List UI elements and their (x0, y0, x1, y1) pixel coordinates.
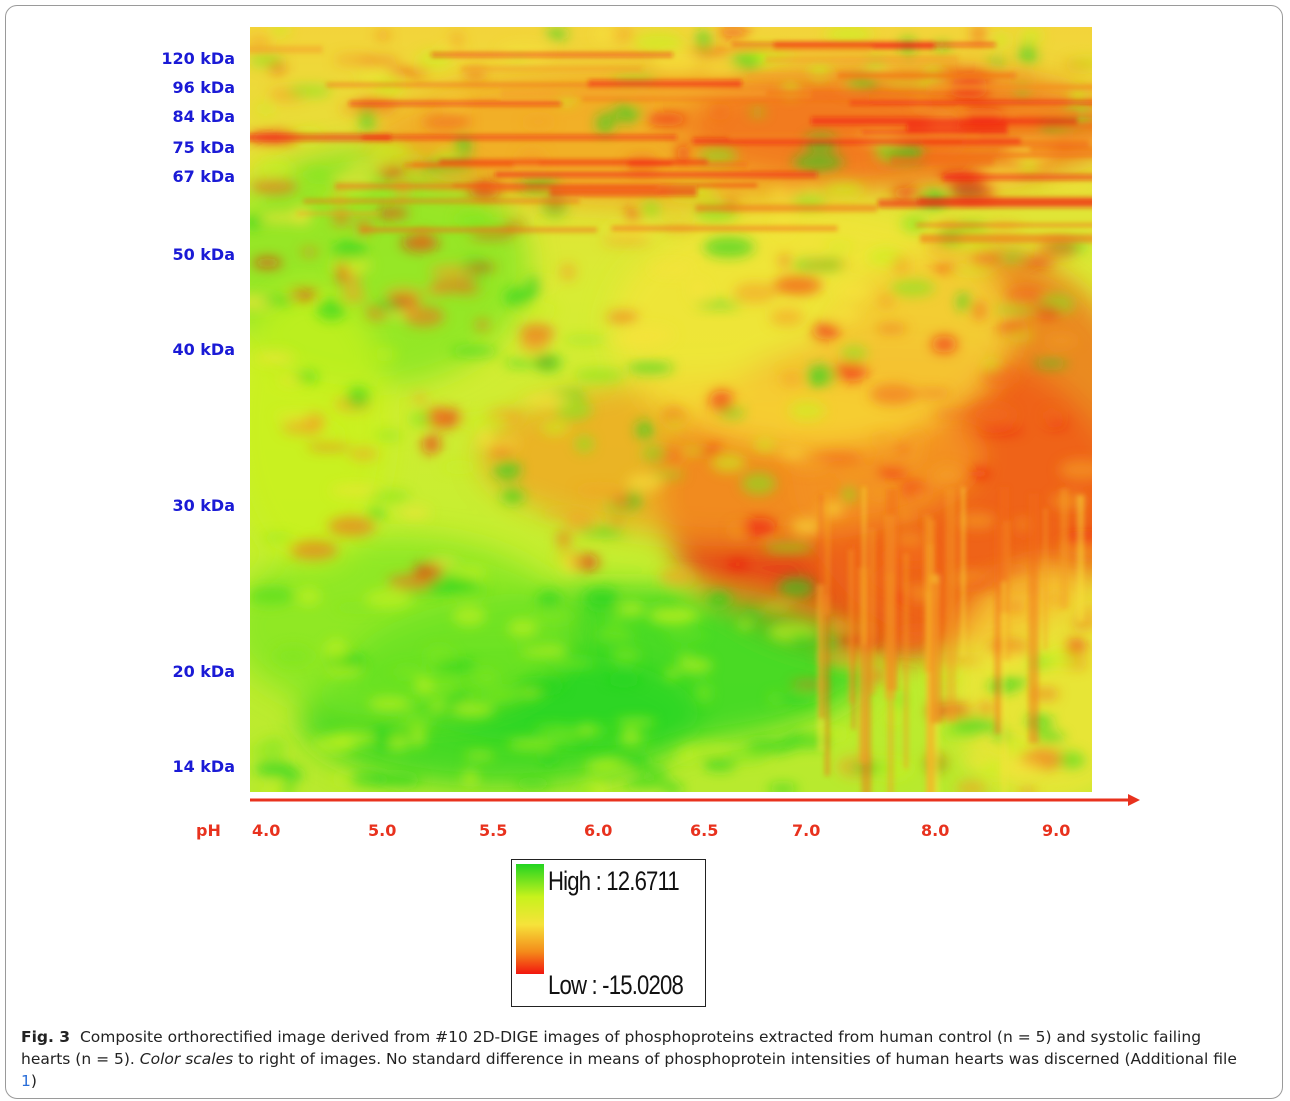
ph-tick-7.0: 7.0 (792, 821, 821, 840)
ph-axis-arrow (250, 794, 1140, 806)
figure-frame (5, 5, 1283, 1099)
caption-italic: Color scales (139, 1050, 234, 1068)
ph-tick-4.0: 4.0 (252, 821, 281, 840)
gel-heatmap-image (250, 27, 1092, 792)
caption-additional-file-link[interactable]: 1 (21, 1072, 31, 1090)
caption-text-2: to right of images. No standard differen… (233, 1050, 1237, 1068)
color-scale-gradient (516, 864, 544, 974)
mw-label-14: 14 kDa (172, 757, 235, 776)
ph-tick-6.0: 6.0 (584, 821, 613, 840)
mw-label-84: 84 kDa (172, 107, 235, 126)
mw-label-30: 30 kDa (172, 496, 235, 515)
caption-label: Fig. 3 (21, 1028, 71, 1046)
ph-tick-5.5: 5.5 (479, 821, 508, 840)
mw-label-50: 50 kDa (172, 245, 235, 264)
ph-tick-8.0: 8.0 (921, 821, 950, 840)
ph-tick-5.0: 5.0 (368, 821, 397, 840)
mw-label-67: 67 kDa (172, 167, 235, 186)
color-scale-legend: High : 12.6711 Low : -15.0208 (511, 859, 706, 1007)
legend-low-label: Low : -15.0208 (548, 970, 684, 1000)
ph-tick-6.5: 6.5 (690, 821, 719, 840)
caption-text-1: Composite orthorectified image derived f… (21, 1028, 1202, 1068)
mw-label-20: 20 kDa (172, 662, 235, 681)
caption-text-3: ) (30, 1072, 37, 1090)
ph-axis-title: pH (196, 821, 221, 840)
figure-caption: Fig. 3 Composite orthorectified image de… (21, 1026, 1251, 1092)
ph-tick-9.0: 9.0 (1042, 821, 1071, 840)
mw-label-40: 40 kDa (172, 340, 235, 359)
legend-high-label: High : 12.6711 (548, 866, 680, 896)
mw-label-75: 75 kDa (172, 138, 235, 157)
mw-label-96: 96 kDa (172, 78, 235, 97)
mw-label-120: 120 kDa (161, 49, 235, 68)
